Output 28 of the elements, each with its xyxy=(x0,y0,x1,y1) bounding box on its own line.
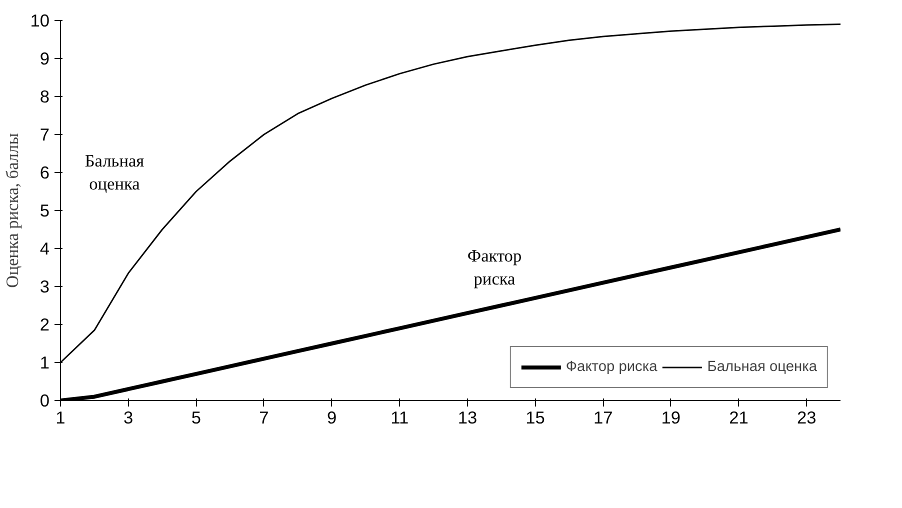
y-tick-label: 3 xyxy=(40,276,50,296)
x-tick-label: 11 xyxy=(390,408,409,428)
x-tick-label: 13 xyxy=(458,408,478,428)
y-tick-label: 4 xyxy=(40,238,50,258)
x-tick-label: 19 xyxy=(661,408,681,428)
y-tick-label: 6 xyxy=(40,162,50,182)
x-tick-label: 1 xyxy=(56,408,66,428)
x-tick-label: 23 xyxy=(796,408,816,428)
legend-label: Фактор риска xyxy=(566,359,658,375)
y-tick-label: 0 xyxy=(40,390,50,410)
y-tick-label: 9 xyxy=(40,48,50,68)
x-tick-label: 21 xyxy=(729,408,748,428)
x-tick-label: 7 xyxy=(259,408,269,428)
x-tick-label: 3 xyxy=(124,408,134,428)
y-tick-label: 1 xyxy=(40,352,50,372)
x-tick-label: 15 xyxy=(526,408,545,428)
annotation: Фактор риска xyxy=(467,246,522,288)
y-tick-label: 2 xyxy=(40,314,50,334)
y-axis-title: Оценка риска, баллы xyxy=(3,132,22,288)
y-tick-label: 10 xyxy=(30,10,50,30)
annotation: Бальная оценка xyxy=(84,152,144,194)
x-tick-label: 17 xyxy=(593,408,613,428)
x-tick-label: 5 xyxy=(191,408,201,428)
legend-label: Бальная оценка xyxy=(707,359,817,375)
y-tick-label: 5 xyxy=(40,200,50,220)
x-tick-label: 9 xyxy=(326,408,337,428)
y-tick-label: 7 xyxy=(40,124,50,144)
y-tick-label: 8 xyxy=(40,86,50,106)
